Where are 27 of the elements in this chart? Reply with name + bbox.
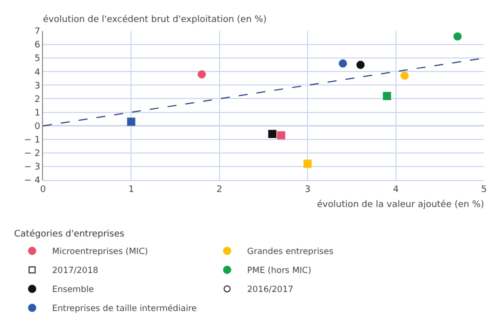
y-tick-label: − 1 bbox=[24, 136, 40, 146]
y-tick-label: 6 bbox=[34, 40, 40, 51]
legend-label: Entreprises de taille intermédiaire bbox=[52, 304, 197, 314]
y-tick-label: 2 bbox=[34, 94, 40, 105]
y-tick-label: 1 bbox=[34, 108, 40, 118]
y-tick-label: − 3 bbox=[24, 162, 40, 173]
legend-label: 2016/2017 bbox=[247, 285, 294, 296]
legend-label: PME (hors MIC) bbox=[247, 266, 312, 276]
x-tick-label: 1 bbox=[128, 184, 134, 195]
legend-label: Microentreprises (MIC) bbox=[52, 247, 148, 258]
y-axis-title: évolution de l'excédent brut d'exploitation (en %) bbox=[43, 14, 267, 25]
legend-label: Grandes entreprises bbox=[247, 247, 334, 258]
x-tick-label: 4 bbox=[392, 184, 399, 195]
y-tick-label: 7 bbox=[34, 27, 40, 38]
y-tick-label: 0 bbox=[34, 122, 40, 132]
x-axis-title: évolution de la valeur ajoutée (en %) bbox=[317, 199, 484, 210]
x-tick-label: 5 bbox=[481, 184, 487, 195]
y-tick-label: 3 bbox=[34, 81, 40, 92]
y-tick-label: 4 bbox=[34, 68, 40, 78]
legend-title: Catégories d'entreprises bbox=[14, 228, 125, 240]
x-tick-label: 2 bbox=[216, 184, 222, 195]
y-tick-label: − 4 bbox=[24, 176, 40, 186]
legend-label: Ensemble bbox=[52, 285, 94, 296]
x-tick-label: 3 bbox=[304, 184, 310, 195]
legend-label: 2017/2018 bbox=[52, 266, 98, 276]
y-tick-label: 5 bbox=[34, 54, 40, 64]
y-tick-label: − 2 bbox=[24, 149, 40, 160]
